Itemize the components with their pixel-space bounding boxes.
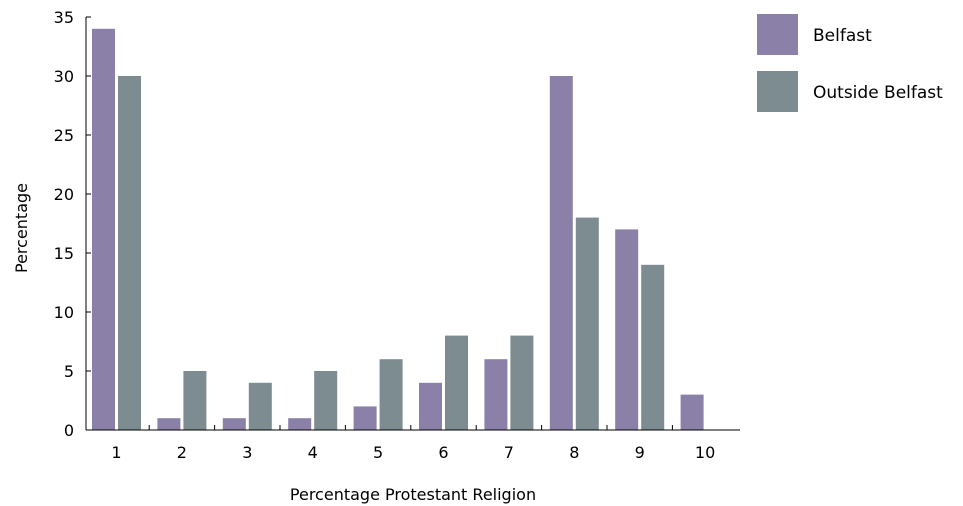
x-tick-label: 1 (111, 443, 121, 462)
bar-series-1 (157, 418, 181, 430)
bar-series-1 (92, 28, 115, 431)
legend-swatch (757, 71, 798, 112)
x-tick-label: 5 (373, 443, 383, 462)
x-axis-title: Percentage Protestant Religion (290, 485, 536, 504)
bar-series-2 (118, 76, 141, 430)
x-tick-label: 3 (242, 443, 252, 462)
x-ticks-group: 1 2 3 4 5 6 7 8 9 10 (111, 425, 715, 462)
y-tick-label: 15 (54, 244, 74, 263)
legend-label: Belfast (813, 26, 872, 46)
x-tick-label: 9 (635, 443, 645, 462)
bar-series-2 (641, 264, 665, 430)
y-tick-label: 30 (54, 67, 74, 86)
bar-series-2 (575, 217, 599, 430)
legend-swatch (757, 14, 798, 55)
bar-series-1 (353, 406, 377, 430)
bar-series-2 (183, 371, 207, 430)
bar-series-1 (484, 359, 508, 430)
x-tick-label: 2 (177, 443, 187, 462)
x-tick-label: 10 (695, 443, 715, 462)
bar-series-1 (680, 394, 704, 430)
bar-series-2 (314, 371, 338, 430)
y-tick-label: 25 (54, 126, 74, 145)
y-axis-title: Percentage (12, 183, 31, 273)
legend-label: Outside Belfast (813, 83, 943, 103)
bar-series-1 (222, 418, 246, 430)
x-tick-label: 8 (569, 443, 579, 462)
bars-group (92, 28, 704, 431)
y-tick-label: 20 (54, 185, 74, 204)
bar-series-1 (288, 418, 312, 430)
legend: Belfast Outside Belfast (757, 14, 943, 112)
bar-series-1 (419, 382, 442, 430)
bar-series-1 (549, 76, 573, 430)
x-tick-label: 6 (438, 443, 448, 462)
bar-series-2 (379, 359, 403, 430)
y-tick-label: 5 (64, 362, 74, 381)
y-tick-label: 35 (54, 8, 74, 27)
y-tick-label: 10 (54, 303, 74, 322)
x-tick-label: 4 (308, 443, 318, 462)
bar-series-2 (445, 335, 468, 430)
bar-series-1 (615, 229, 639, 430)
bar-series-2 (248, 382, 272, 430)
y-ticks-group: 0 5 10 15 20 25 30 35 (54, 8, 91, 440)
axes-group (85, 17, 740, 431)
bar-series-2 (510, 335, 534, 430)
y-tick-label: 0 (64, 421, 74, 440)
x-tick-label: 7 (504, 443, 514, 462)
